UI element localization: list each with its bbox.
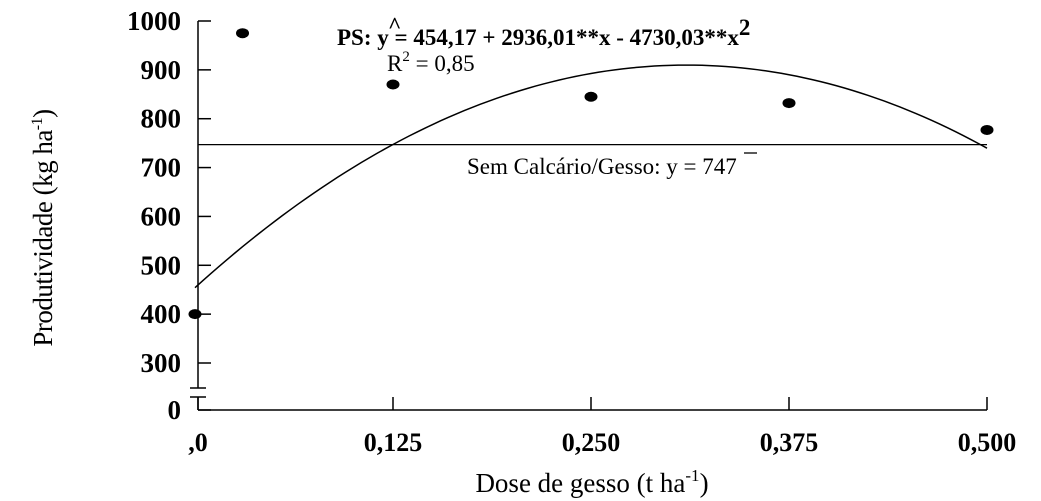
- r2-superscript: 2: [402, 49, 410, 65]
- y-tick-label: 300: [141, 348, 182, 378]
- data-points: [188, 28, 994, 320]
- y-axis-title-main: Produtividade (kg ha: [28, 130, 58, 347]
- data-point: [782, 98, 796, 109]
- y-tick-label: 0: [168, 395, 182, 425]
- y-tick-label: 800: [141, 104, 182, 134]
- x-tick-label: ,0: [188, 428, 208, 457]
- fit-curve: [194, 64, 988, 289]
- equation-superscript: 2: [739, 15, 751, 40]
- y-tick-label: 600: [141, 201, 182, 231]
- x-tick-label: 0,250: [562, 428, 621, 457]
- data-point: [386, 79, 400, 90]
- y-axis-title: Produtividade (kg ha-1): [28, 109, 58, 346]
- y-axis: [190, 21, 206, 410]
- r2-label: R2 = 0,85: [387, 49, 475, 76]
- x-axis-title-end: ): [700, 468, 709, 498]
- x-axis-title-main: Dose de gesso (t ha: [475, 468, 685, 498]
- x-axis-title: Dose de gesso (t ha-1): [475, 466, 708, 498]
- x-ticks: ,0 0,125 0,250 0,375 0,500: [188, 397, 1016, 457]
- equation-prefix: PS:: [337, 25, 377, 50]
- y-tick-label: 500: [141, 250, 182, 280]
- x-tick-label: 0,375: [760, 428, 819, 457]
- x-axis-title-sup: -1: [685, 466, 699, 485]
- data-point: [188, 309, 202, 320]
- y-axis-title-sup: -1: [29, 117, 46, 130]
- data-point: [236, 28, 250, 39]
- data-point: [980, 124, 994, 135]
- equation-hat-mark: ^: [388, 13, 401, 38]
- reference-ybar: y: [666, 154, 678, 179]
- reference-rest: = 747: [678, 154, 737, 179]
- y-tick-label: 1000: [127, 6, 181, 36]
- data-point: [584, 91, 598, 102]
- y-tick-label: 700: [141, 153, 182, 183]
- equation-yhat: y: [377, 25, 389, 50]
- x-tick-label: 0,500: [958, 428, 1017, 457]
- equation-label: PS: y = 454,17 + 2936,01**x - 4730,03**x…: [337, 15, 750, 50]
- y-ticks: 0 300 400 500 600 700 800 900 1000: [127, 6, 211, 425]
- r2-prefix: R: [387, 51, 403, 76]
- y-axis-title-end: ): [28, 109, 58, 118]
- r2-rest: = 0,85: [410, 51, 475, 76]
- reference-label: Sem Calcário/Gesso: y = 747: [467, 154, 737, 179]
- y-tick-label: 400: [141, 299, 182, 329]
- reference-prefix: Sem Calcário/Gesso:: [467, 154, 666, 179]
- equation-body: = 454,17 + 2936,01**x - 4730,03**x: [389, 25, 740, 50]
- x-tick-label: 0,125: [364, 428, 423, 457]
- y-tick-label: 900: [141, 55, 182, 85]
